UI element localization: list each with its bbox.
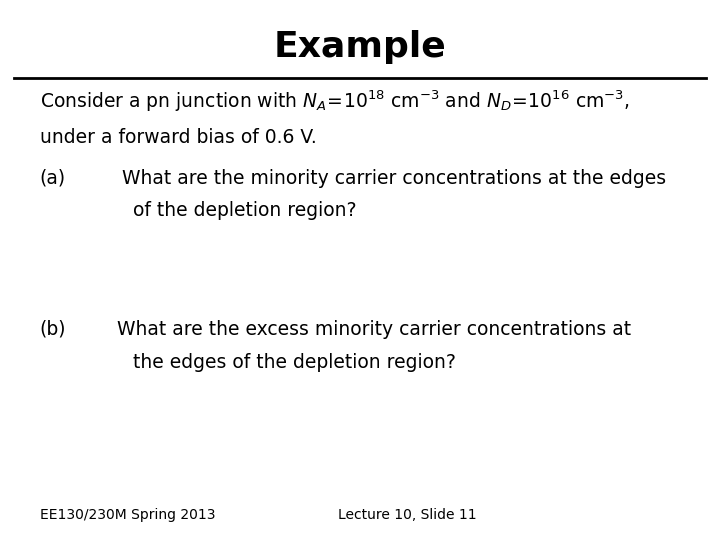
Text: What are the excess minority carrier concentrations at: What are the excess minority carrier con… <box>117 320 631 339</box>
Text: of the depletion region?: of the depletion region? <box>133 201 356 220</box>
Text: EE130/230M Spring 2013: EE130/230M Spring 2013 <box>40 509 215 523</box>
Text: the edges of the depletion region?: the edges of the depletion region? <box>133 353 456 372</box>
Text: What are the minority carrier concentrations at the edges: What are the minority carrier concentrat… <box>122 168 667 187</box>
Text: Lecture 10, Slide 11: Lecture 10, Slide 11 <box>338 509 477 523</box>
Text: under a forward bias of 0.6 V.: under a forward bias of 0.6 V. <box>40 128 316 147</box>
Text: Example: Example <box>274 30 446 64</box>
Text: Consider a pn junction with $N_A\!=\!10^{18}$ cm$^{-3}$ and $N_D\!=\!10^{16}$ cm: Consider a pn junction with $N_A\!=\!10^… <box>40 89 629 114</box>
Text: (b): (b) <box>40 320 66 339</box>
Text: (a): (a) <box>40 168 66 187</box>
